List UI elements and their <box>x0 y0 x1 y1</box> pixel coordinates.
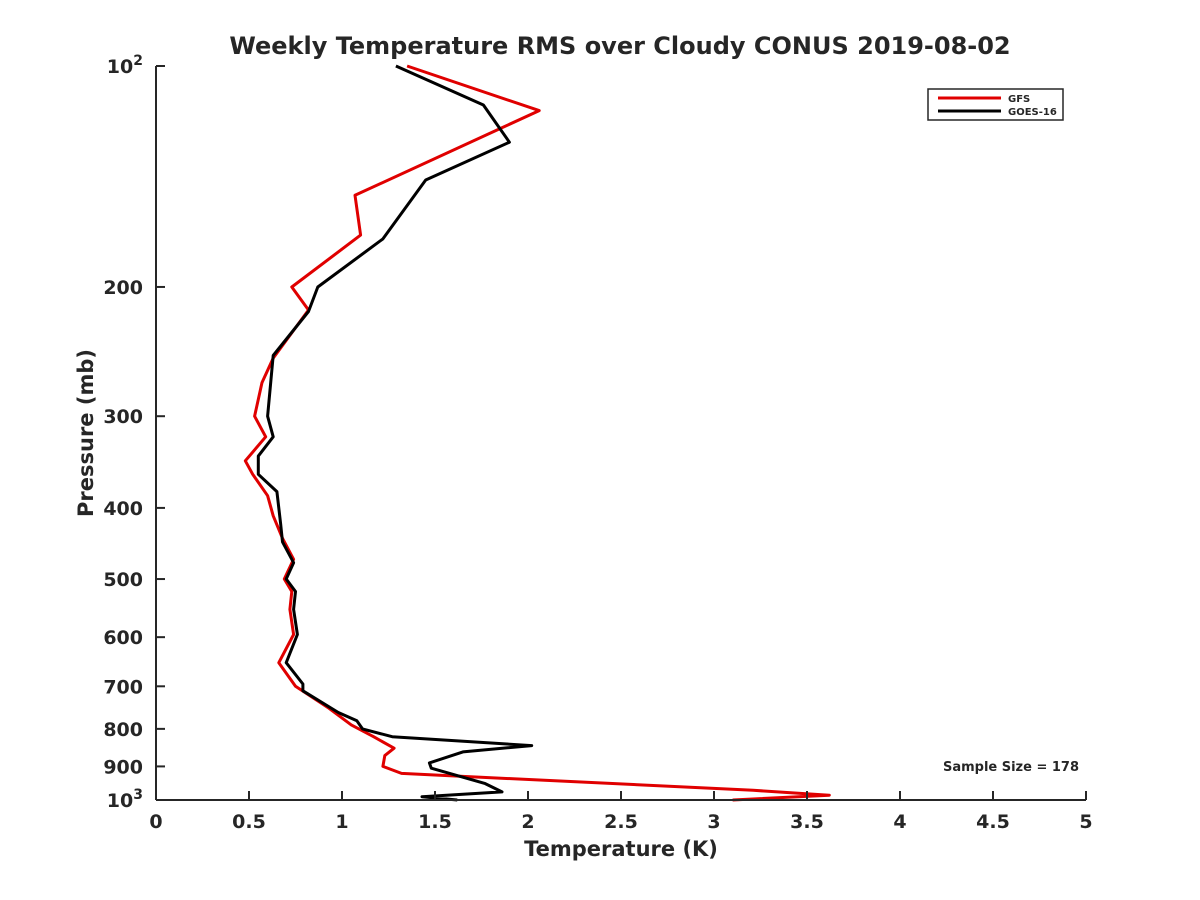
plot-series <box>243 64 831 802</box>
y-tick-label: 800 <box>103 719 143 741</box>
y-tick-label: 400 <box>103 498 143 520</box>
x-tick-label: 2 <box>521 811 534 833</box>
y-tick-label: 500 <box>103 569 143 591</box>
sample-size-annotation: Sample Size = 178 <box>943 760 1079 775</box>
x-tick-label: 4.5 <box>976 811 1010 833</box>
y-tick-label: 102 <box>107 53 143 78</box>
chart-title: Weekly Temperature RMS over Cloudy CONUS… <box>229 32 1010 60</box>
legend: GFS GOES-16 <box>927 88 1064 121</box>
y-tick-label: 700 <box>103 676 143 698</box>
y-axis-label: Pressure (mb) <box>74 349 98 517</box>
legend-label-goes-16: GOES-16 <box>1008 107 1057 118</box>
x-tick-label: 5 <box>1079 811 1092 833</box>
y-tick-label: 900 <box>103 756 143 778</box>
x-axis-label: Temperature (K) <box>524 837 718 861</box>
y-axis-ticks: 102 200 300 400 500 600 700 800 900 103 <box>103 53 165 812</box>
x-tick-label: 1 <box>335 811 348 833</box>
y-tick-label: 103 <box>107 787 143 812</box>
x-axis-ticks: 0 0.5 1 1.5 2 2.5 3 3.5 4 4.5 5 <box>149 791 1093 833</box>
x-tick-label: 2.5 <box>604 811 638 833</box>
series-line-goes-16 <box>256 64 534 802</box>
x-tick-label: 1.5 <box>418 811 452 833</box>
y-tick-label: 600 <box>103 627 143 649</box>
legend-label-gfs: GFS <box>1008 94 1030 105</box>
y-tick-label: 200 <box>103 277 143 299</box>
x-tick-label: 4 <box>893 811 906 833</box>
x-tick-label: 0 <box>149 811 162 833</box>
x-tick-label: 0.5 <box>232 811 266 833</box>
y-tick-label: 300 <box>103 406 143 428</box>
x-tick-label: 3.5 <box>790 811 824 833</box>
x-tick-label: 3 <box>707 811 720 833</box>
legend-box <box>927 88 1064 121</box>
